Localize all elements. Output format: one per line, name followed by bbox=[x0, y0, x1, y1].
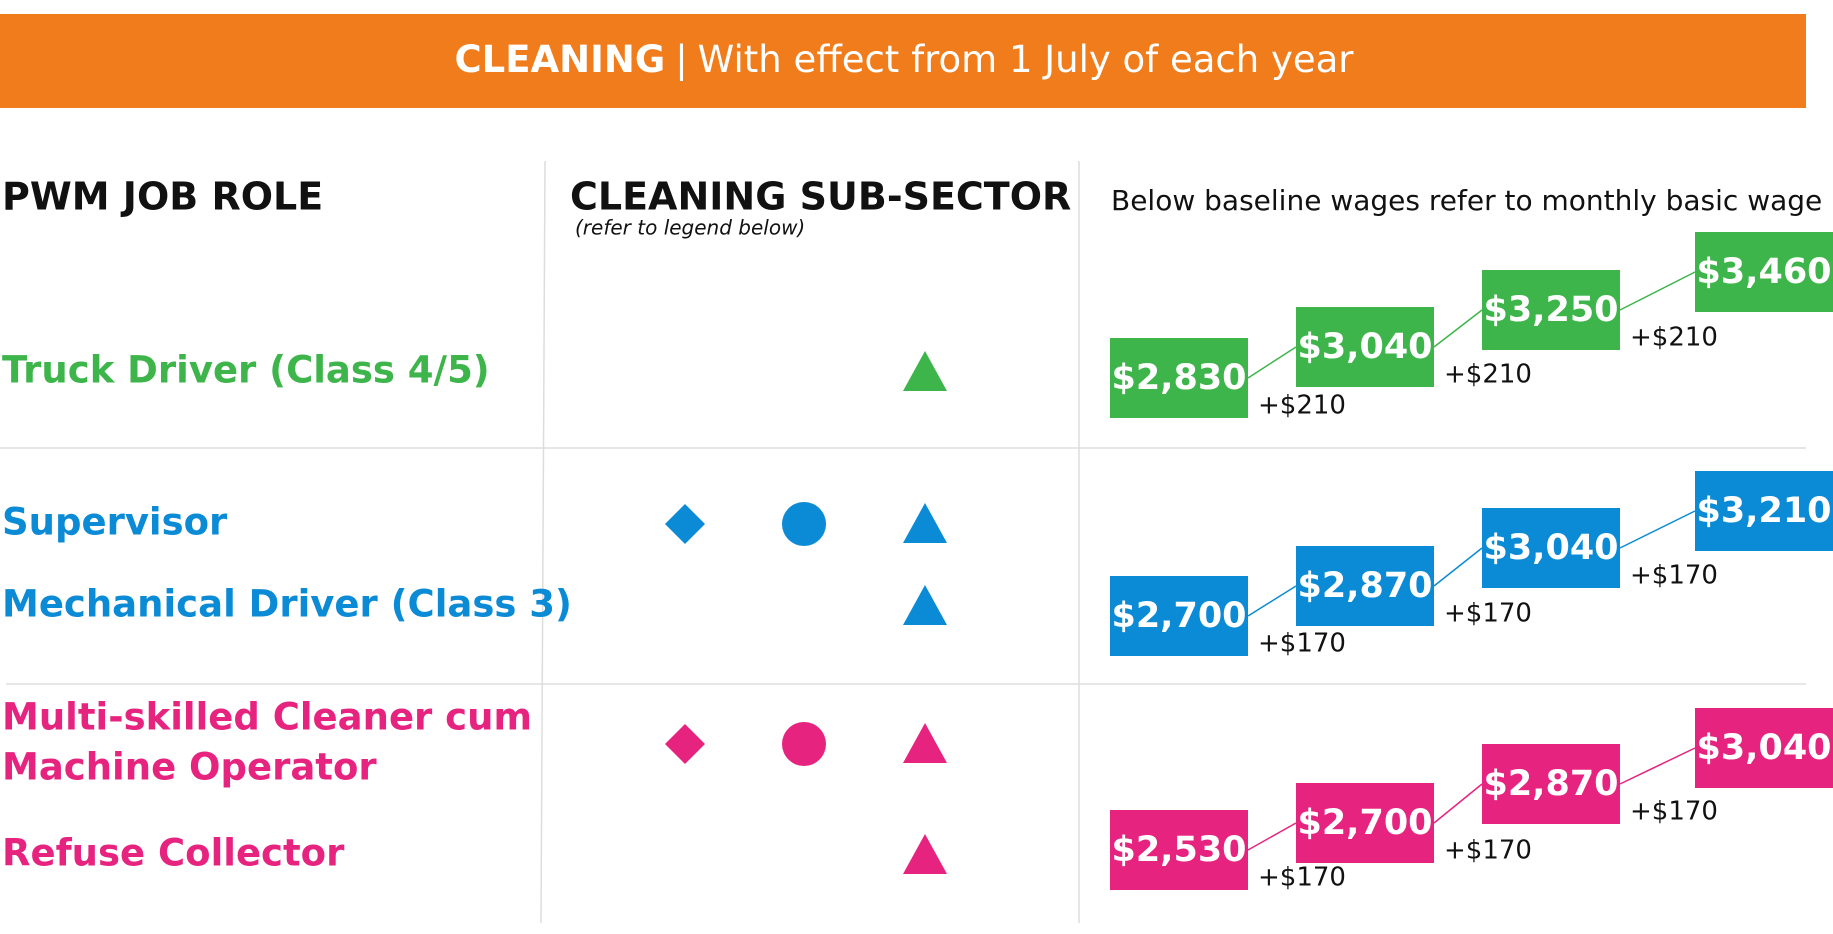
connector bbox=[1619, 271, 1696, 311]
increment: +$170 bbox=[1258, 629, 1346, 659]
wage-box bbox=[1296, 546, 1434, 626]
wage-box bbox=[1482, 270, 1620, 350]
circle-symbol bbox=[782, 722, 826, 766]
increment: +$170 bbox=[1630, 797, 1718, 827]
wage: $2,700 bbox=[1297, 803, 1432, 843]
triangle-symbol bbox=[903, 585, 947, 625]
job-role: Supervisor bbox=[2, 501, 228, 544]
diamond-symbol bbox=[665, 724, 705, 764]
increment: +$210 bbox=[1258, 391, 1346, 421]
header-separator: | bbox=[675, 38, 687, 81]
increment: +$170 bbox=[1444, 836, 1532, 866]
increment: +$210 bbox=[1444, 360, 1532, 390]
triangle-symbol bbox=[903, 834, 947, 874]
column-note: (refer to legend below) bbox=[575, 216, 805, 240]
header-bar bbox=[0, 14, 1806, 108]
wage: $3,040 bbox=[1297, 327, 1432, 367]
triangle-symbol bbox=[903, 503, 947, 543]
wage: $3,040 bbox=[1696, 728, 1831, 768]
divider bbox=[540, 160, 546, 924]
increment: +$170 bbox=[1444, 599, 1532, 629]
connector bbox=[1619, 510, 1696, 549]
wage-box bbox=[1695, 232, 1833, 312]
connector bbox=[1247, 346, 1297, 379]
wage-box bbox=[1695, 471, 1833, 551]
triangle-symbol bbox=[903, 351, 947, 391]
wage-box bbox=[1110, 576, 1248, 656]
wage-box bbox=[1296, 307, 1434, 387]
wage-box bbox=[1695, 708, 1833, 788]
wage: $3,040 bbox=[1483, 528, 1618, 568]
circle-symbol bbox=[782, 502, 826, 546]
connector bbox=[1433, 309, 1483, 348]
wage-box bbox=[1110, 810, 1248, 890]
column-header: CLEANING SUB-SECTOR bbox=[570, 175, 1071, 219]
header-title: CLEANING bbox=[454, 38, 665, 81]
job-role: Truck Driver (Class 4/5) bbox=[2, 349, 490, 392]
connector bbox=[1247, 585, 1297, 617]
job-role: Mechanical Driver (Class 3) bbox=[2, 583, 572, 626]
column-header: Below baseline wages refer to monthly ba… bbox=[1111, 184, 1822, 217]
increment: +$210 bbox=[1630, 323, 1718, 353]
wage: $3,250 bbox=[1483, 290, 1618, 330]
wage: $2,530 bbox=[1111, 830, 1246, 870]
increment: +$170 bbox=[1630, 561, 1718, 591]
job-role: Refuse Collector bbox=[2, 832, 345, 875]
wage: $2,700 bbox=[1111, 596, 1246, 636]
header-subtitle: With effect from 1 July of each year bbox=[698, 38, 1355, 81]
wage: $3,460 bbox=[1696, 252, 1831, 292]
job-role: Machine Operator bbox=[2, 746, 377, 789]
wage-box bbox=[1482, 744, 1620, 824]
connector bbox=[1247, 822, 1297, 851]
wage: $2,870 bbox=[1297, 566, 1432, 606]
increment: +$170 bbox=[1258, 863, 1346, 893]
wage: $2,870 bbox=[1483, 764, 1618, 804]
job-role: Multi-skilled Cleaner cum bbox=[2, 696, 532, 739]
wage: $3,210 bbox=[1696, 491, 1831, 531]
wage-box bbox=[1110, 338, 1248, 418]
wage-box bbox=[1296, 783, 1434, 863]
connector bbox=[1433, 547, 1483, 587]
wage-box bbox=[1482, 508, 1620, 588]
column-header: PWM JOB ROLE bbox=[2, 175, 323, 219]
wage: $2,830 bbox=[1111, 358, 1246, 398]
triangle-symbol bbox=[903, 723, 947, 763]
connector bbox=[1433, 783, 1483, 824]
header-text: CLEANING | With effect from 1 July of each… bbox=[454, 38, 1354, 81]
diamond-symbol bbox=[665, 504, 705, 544]
connector bbox=[1619, 747, 1696, 785]
